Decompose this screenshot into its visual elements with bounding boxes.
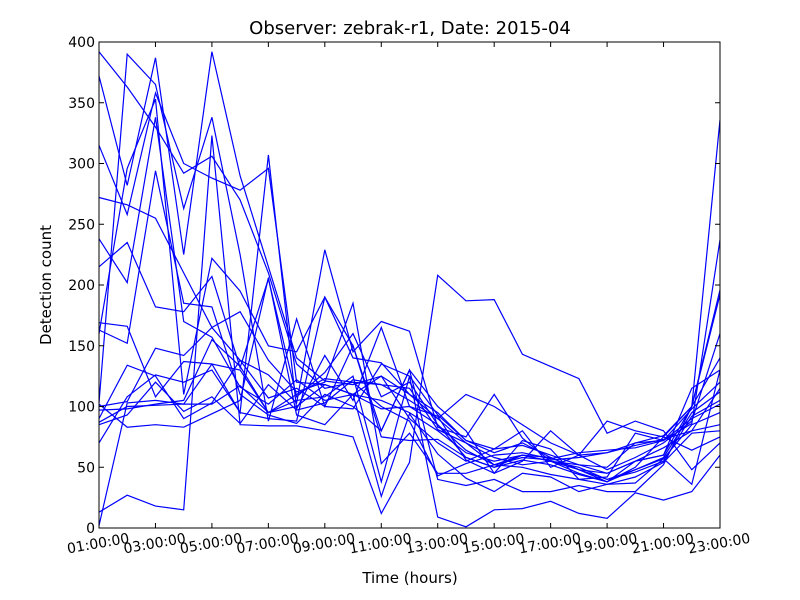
series-line-6: [98, 241, 721, 485]
series-line-3: [98, 91, 721, 481]
series-line-17: [98, 119, 721, 493]
x-tick-label: 23:00:00: [687, 531, 752, 558]
y-tick-label: 0: [86, 521, 95, 537]
series-line-15: [98, 277, 721, 499]
x-tick-label: 15:00:00: [461, 531, 526, 558]
x-tick-label: 07:00:00: [235, 531, 300, 558]
x-tick-label: 09:00:00: [292, 531, 357, 558]
series-line-18: [98, 135, 721, 515]
y-tick-label: 200: [68, 278, 95, 294]
y-tick-label: 250: [68, 217, 95, 233]
y-axis-label: Detection count: [37, 225, 55, 345]
y-tick-label: 350: [68, 96, 95, 112]
series-line-1: [98, 51, 721, 474]
chart-title: Observer: zebrak-r1, Date: 2015-04: [249, 18, 571, 39]
series-line-7: [98, 98, 721, 471]
plot-frame: [98, 41, 721, 529]
series-line-11: [98, 300, 721, 483]
y-axis: 0 50 100 150 200 250 300 350 400: [68, 35, 720, 537]
series-line-14: [98, 379, 721, 466]
x-tick-label: 17:00:00: [518, 531, 583, 558]
series-line-10: [98, 249, 721, 468]
x-axis-label: Time (hours): [361, 569, 457, 587]
x-axis: 01:00:0003:00:0005:00:0007:00:0009:00:00…: [66, 42, 752, 557]
y-tick-label: 100: [68, 400, 95, 416]
x-tick-label: 11:00:00: [348, 531, 413, 558]
y-tick-label: 300: [68, 157, 95, 173]
series-group: [98, 51, 721, 528]
series-line-4: [98, 196, 721, 481]
series-line-13: [98, 363, 721, 477]
series-line-5: [98, 117, 721, 483]
x-tick-label: 03:00:00: [122, 531, 187, 558]
series-line-19: [98, 375, 721, 528]
series-line-16: [98, 295, 721, 483]
series-line-2: [98, 51, 721, 474]
x-tick-label: 05:00:00: [179, 531, 244, 558]
x-tick-label: 01:00:00: [66, 531, 131, 558]
x-tick-label: 19:00:00: [574, 531, 639, 558]
y-tick-label: 150: [68, 339, 95, 355]
x-tick-label: 13:00:00: [405, 531, 470, 558]
y-tick-label: 400: [68, 35, 95, 51]
series-line-9: [98, 154, 721, 481]
y-tick-label: 50: [77, 460, 95, 476]
series-line-8: [98, 52, 721, 475]
x-tick-label: 21:00:00: [630, 531, 695, 558]
